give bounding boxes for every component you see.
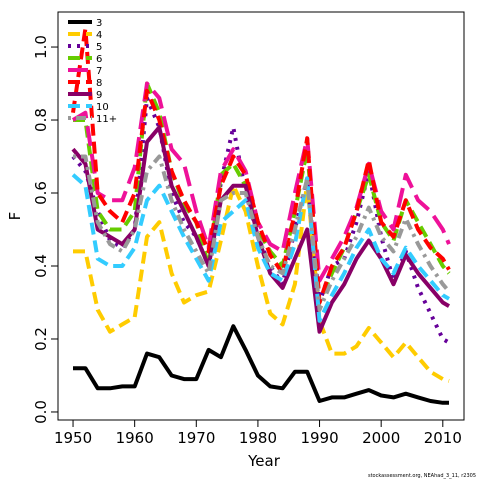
series-line (73, 324, 449, 405)
y-axis-label: F (6, 212, 24, 221)
x-tick-label: 2010 (424, 429, 462, 447)
y-tick-label: 0.8 (32, 108, 50, 132)
legend-label: 7 (96, 66, 102, 77)
legend-label: 3 (96, 18, 102, 29)
legend-label: 6 (96, 54, 102, 65)
y-tick-label: 0.0 (32, 400, 50, 424)
footnote: stockassessment.org, NEAhad_3_11, r2305 (368, 473, 476, 479)
x-tick-label: 2000 (362, 429, 400, 447)
legend-label: 5 (96, 42, 102, 53)
series-line (73, 154, 451, 312)
series-line (71, 173, 451, 323)
x-tick-label: 1970 (177, 429, 215, 447)
plot-frame (57, 11, 465, 421)
x-tick-label: 1960 (116, 429, 154, 447)
x-tick-label: 1990 (300, 429, 338, 447)
x-axis-label: Year (247, 452, 281, 470)
legend-label: 10 (96, 102, 109, 113)
y-tick-label: 1.0 (32, 35, 50, 59)
legend-label: 8 (96, 78, 102, 89)
y-tick-label: 0.6 (32, 181, 50, 205)
y-tick-label: 0.2 (32, 327, 50, 351)
y-tick-label: 0.4 (32, 254, 50, 278)
legend-label: 11+ (96, 114, 117, 125)
series-line (71, 81, 451, 283)
series-line (71, 26, 451, 305)
x-tick-label: 1950 (54, 429, 92, 447)
x-tick-label: 1980 (239, 429, 277, 447)
legend-label: 9 (96, 90, 102, 101)
legend-label: 4 (96, 30, 102, 41)
series-line (73, 81, 451, 305)
series-line (73, 180, 450, 383)
